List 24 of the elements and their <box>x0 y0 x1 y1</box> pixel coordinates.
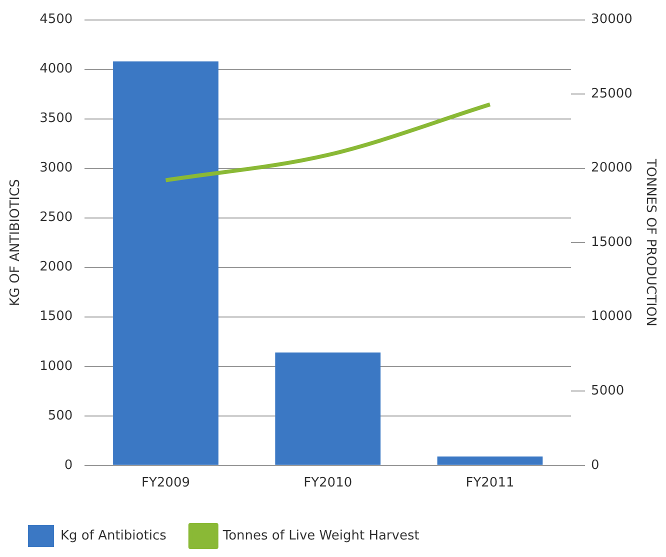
x-tick-label: FY2011 <box>466 476 514 491</box>
y-tick-label: 4000 <box>40 62 73 77</box>
y2-tick-label: 5000 <box>591 384 624 399</box>
y-axis-title: KG OF ANTIBIOTICS <box>8 179 24 306</box>
y2-tick-label: 20000 <box>591 160 632 176</box>
y-tick-label: 500 <box>48 408 73 424</box>
legend-label: Kg of Antibiotics <box>60 528 167 544</box>
y2-tick-label: 25000 <box>591 86 632 102</box>
y2-tick-label: 30000 <box>591 12 632 28</box>
y2-tick-label: 15000 <box>591 234 632 250</box>
y-tick-label: 4500 <box>40 12 73 28</box>
y-tick-label: 3000 <box>40 160 73 176</box>
y2-tick-label: 10000 <box>591 309 632 324</box>
y-tick-label: 1000 <box>40 358 73 374</box>
y-tick-label: 1500 <box>40 309 73 324</box>
x-tick-label: FY2009 <box>141 476 190 491</box>
y-tick-label: 2500 <box>40 210 73 226</box>
y-tick-label: 3500 <box>40 111 73 126</box>
x-tick-label: FY2010 <box>304 476 352 491</box>
y2-axis-title: TONNES OF PRODUCTION <box>642 158 658 326</box>
y-tick-label: 0 <box>64 458 73 473</box>
legend-label: Tonnes of Live Weight Harvest <box>222 528 420 544</box>
y2-tick-label: 0 <box>591 458 600 473</box>
y-tick-label: 2000 <box>40 260 73 275</box>
